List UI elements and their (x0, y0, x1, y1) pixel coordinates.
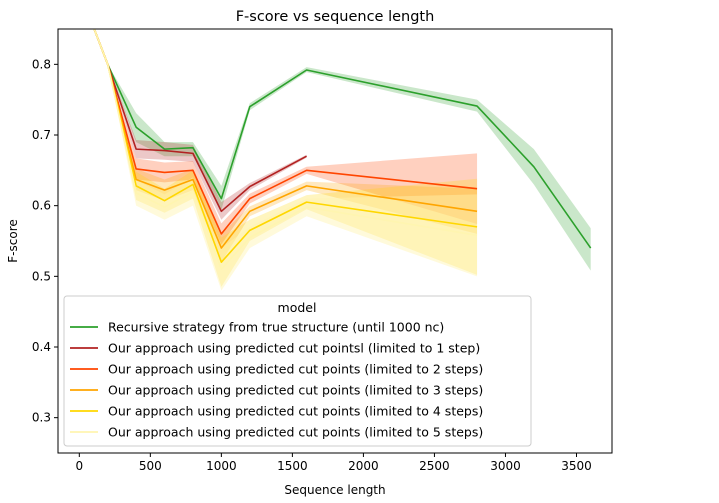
x-tick-label: 3500 (561, 459, 592, 473)
y-axis-title: F-score (6, 219, 20, 262)
legend-label-2: Our approach using predicted cut pointsl… (108, 341, 480, 356)
legend-title: model (278, 300, 317, 315)
x-axis-title: Sequence length (284, 483, 385, 497)
chart-title: F-score vs sequence length (236, 9, 435, 25)
x-tick-label: 1500 (277, 459, 308, 473)
legend-label-6: Our approach using predicted cut points … (108, 425, 483, 440)
legend-label-1: Recursive strategy from true structure (… (108, 320, 444, 335)
x-tick-label: 3000 (490, 459, 521, 473)
legend-label-3: Our approach using predicted cut points … (108, 362, 483, 377)
x-tick-label: 500 (139, 459, 162, 473)
x-tick-label: 2000 (348, 459, 379, 473)
x-tick-label: 0 (75, 459, 83, 473)
x-tick-label: 1000 (206, 459, 237, 473)
y-tick-label: 0.7 (32, 128, 51, 142)
y-tick-label: 0.4 (32, 340, 51, 354)
y-tick-label: 0.5 (32, 269, 51, 283)
y-tick-label: 0.3 (32, 411, 51, 425)
y-tick-label: 0.6 (32, 199, 51, 213)
legend: model Recursive strategy from true struc… (64, 296, 531, 446)
x-tick-label: 2500 (419, 459, 450, 473)
legend-label-4: Our approach using predicted cut points … (108, 383, 483, 398)
y-tick-label: 0.8 (32, 57, 51, 71)
legend-label-5: Our approach using predicted cut points … (108, 404, 483, 419)
